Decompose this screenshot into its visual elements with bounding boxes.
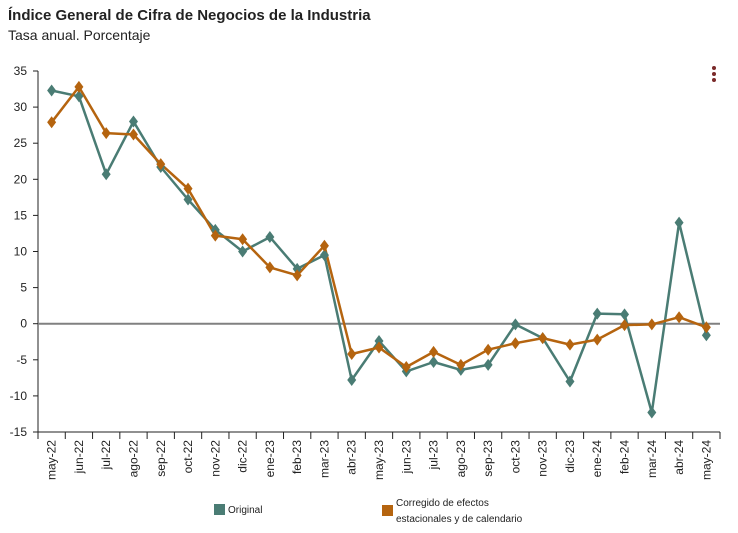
y-tick-label: 0 [20,317,27,331]
legend-label-corregido-line2: estacionales y de calendario [396,514,523,525]
legend-swatch-original [214,504,225,515]
data-point-corregido [74,80,84,93]
data-point-original [319,249,329,262]
x-tick-label: jun-23 [399,440,413,475]
x-tick-label: oct-22 [181,440,195,474]
x-tick-label: sep-23 [481,440,495,477]
data-point-corregido [265,261,275,274]
data-point-original [374,335,384,348]
data-point-corregido [483,343,493,356]
data-point-original [674,216,684,229]
data-point-corregido [128,128,138,141]
data-point-corregido [538,332,548,345]
x-tick-label: jul-23 [427,440,441,471]
x-tick-label: mar-23 [317,440,331,478]
x-tick-label: dic-22 [236,440,250,473]
data-point-corregido [156,158,166,171]
data-point-original [47,84,57,97]
data-point-corregido [238,233,248,246]
data-point-corregido [210,229,220,242]
x-tick-label: jul-22 [99,440,113,471]
y-tick-label: -10 [10,389,28,403]
series-line-original [51,89,708,414]
y-tick-label: 5 [20,281,27,295]
data-point-original [647,406,657,419]
data-point-corregido [456,358,466,371]
data-point-original [592,307,602,320]
y-tick-label: 30 [14,100,28,114]
data-point-corregido [347,348,357,361]
data-point-original [292,262,302,275]
data-point-corregido [47,116,57,129]
data-point-corregido [565,338,575,351]
x-tick-label: ene-24 [590,440,604,478]
data-point-corregido [647,318,657,331]
data-point-corregido [701,321,711,334]
chart-title: Índice General de Cifra de Negocios de l… [8,7,371,24]
data-point-original [510,318,520,331]
x-tick-label: mar-24 [645,440,659,478]
data-point-corregido [292,269,302,282]
x-tick-label: ago-22 [126,440,140,478]
data-point-corregido [429,345,439,358]
x-tick-label: feb-23 [290,440,304,474]
legend-label-corregido-line1: Corregido de efectos [396,498,489,509]
data-point-original [265,231,275,244]
data-point-corregido [183,182,193,195]
data-point-corregido [592,333,602,346]
y-tick-label: 10 [14,245,28,259]
x-tick-label: oct-23 [508,440,522,474]
legend-item-corregido[interactable]: Corregido de efectos estacionales y de ca… [382,496,522,528]
data-point-corregido [620,319,630,332]
line-chart: 35 30 25 20 15 10 5 0 -5 -10 -15 may-22 jun-22 jul-22… [10,64,721,480]
x-tick-label: abr-24 [672,440,686,475]
data-point-corregido [510,337,520,350]
data-point-corregido [319,239,329,252]
data-point-original [238,245,248,258]
x-tick-label: ago-23 [454,440,468,478]
x-tick-label: may-22 [45,440,59,480]
y-tick-label: -15 [10,425,28,439]
data-point-original [565,375,575,388]
legend-label-original: Original [228,505,263,516]
series-line-corregido [50,85,707,369]
chart-subtitle: Tasa anual. Porcentaje [8,27,151,43]
data-point-original [74,90,84,103]
kebab-menu-icon[interactable] [706,64,722,84]
y-tick-label: -5 [16,353,27,367]
data-point-original [347,374,357,387]
data-point-original [620,308,630,321]
x-tick-label: abr-23 [345,440,359,475]
data-point-original [483,358,493,371]
data-point-corregido [401,361,411,374]
data-point-original [183,193,193,206]
y-tick-label: 15 [14,208,28,222]
data-point-corregido [374,341,384,354]
x-tick-label: sep-22 [154,440,168,477]
data-point-original [101,168,111,181]
x-tick-label: dic-23 [563,440,577,473]
legend-item-original[interactable]: Original [214,496,262,516]
x-tick-label: jun-22 [72,440,86,475]
x-tick-label: may-24 [699,440,713,480]
data-point-original [701,329,711,342]
y-tick-label: 25 [14,136,28,150]
data-point-corregido [101,127,111,140]
data-point-corregido [674,311,684,324]
x-tick-label: nov-23 [536,440,550,477]
x-tick-label: nov-22 [208,440,222,477]
x-tick-label: feb-24 [618,440,632,474]
y-tick-label: 20 [14,172,28,186]
y-tick-label: 35 [14,64,28,78]
x-tick-label: may-23 [372,440,386,480]
x-tick-label: ene-23 [263,440,277,478]
legend-swatch-corregido [382,505,393,516]
data-point-original [429,355,439,368]
data-point-original [128,115,138,128]
